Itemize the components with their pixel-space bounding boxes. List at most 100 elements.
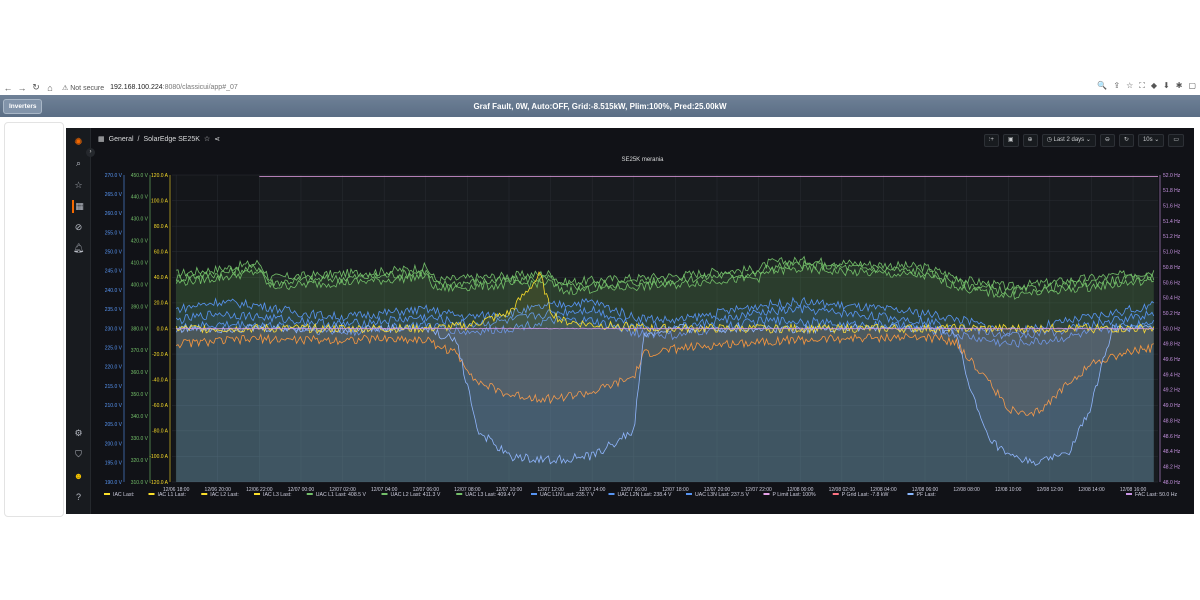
settings-gear-icon[interactable]: ⊕: [1022, 134, 1038, 147]
series-line-p-grid: [176, 332, 1154, 417]
x-tick-label: 12/08 10:00: [995, 487, 1022, 493]
dashboards-icon[interactable]: ▦: [72, 200, 85, 213]
star-icon[interactable]: ☆: [203, 136, 211, 143]
y-tick-label: 80.0 A: [154, 224, 169, 230]
y-tick-label: 230.0 V: [105, 326, 123, 332]
inverters-button[interactable]: Inverters: [3, 98, 43, 114]
extension-icon[interactable]: ◆: [1150, 81, 1158, 90]
x-tick-label: 12/07 20:00: [704, 487, 731, 493]
x-tick-label: 12/06 22:00: [246, 487, 273, 493]
legend-item: IAC L2 Last:: [210, 492, 239, 498]
legend-swatch: [531, 493, 537, 495]
x-tick-label: 12/08 06:00: [912, 487, 939, 493]
y-tick-label: 0.0 A: [157, 326, 169, 332]
translate-icon[interactable]: ⛶: [1139, 81, 1145, 90]
refresh-icon[interactable]: ↻: [1118, 134, 1134, 147]
x-tick-label: 12/08 00:00: [787, 487, 814, 493]
back-icon[interactable]: ←: [3, 82, 13, 93]
alerting-bell-icon[interactable]: 🔔︎: [72, 243, 85, 253]
grafana-logo-icon[interactable]: ✺: [74, 137, 83, 148]
y-tick-label: 49.8 Hz: [1163, 342, 1181, 348]
y-tick-label: 48.6 Hz: [1163, 434, 1181, 440]
x-tick-label: 12/08 04:00: [870, 487, 897, 493]
puzzle-icon[interactable]: ✱: [1175, 81, 1183, 90]
home-icon[interactable]: ⌂: [47, 82, 53, 93]
x-tick-label: 12/07 16:00: [621, 487, 648, 493]
save-icon[interactable]: ▣: [1002, 134, 1019, 147]
gear-icon[interactable]: ⚙: [74, 428, 83, 438]
dashboard-toolbar: ⫶+ ▣ ⊕ ◷ Last 2 days ⌄ ⊖ ↻ 10s ⌄ ▭: [983, 134, 1184, 147]
x-tick-label: 12/07 18:00: [662, 487, 689, 493]
y-tick-label: -120.0 A: [149, 480, 168, 486]
y-tick-label: 50.0 Hz: [1163, 326, 1181, 332]
legend-swatch: [763, 493, 770, 495]
dashboard-title[interactable]: SolarEdge SE25K: [143, 135, 200, 143]
window-icon[interactable]: ▢: [1188, 81, 1196, 90]
breadcrumb-root[interactable]: General: [108, 135, 134, 143]
y-tick-label: 450.0 V: [131, 173, 149, 179]
reload-icon[interactable]: ↻: [32, 82, 40, 92]
x-tick-label: 12/07 02:00: [329, 487, 356, 493]
explore-icon[interactable]: ⊘: [74, 222, 83, 232]
y-tick-label: -80.0 A: [152, 429, 169, 435]
legend-swatch: [456, 493, 463, 495]
left-white-panel: [4, 122, 64, 517]
y-tick-label: 48.2 Hz: [1163, 464, 1181, 470]
bookmark-star-icon[interactable]: ☆: [1126, 81, 1134, 90]
download-icon[interactable]: ⬇: [1163, 81, 1170, 90]
legend-swatch: [104, 493, 110, 495]
series-line-uac-l2n: [175, 304, 1155, 340]
x-tick-label: 12/07 06:00: [413, 487, 440, 493]
help-icon[interactable]: ?: [75, 492, 81, 502]
y-tick-label: 235.0 V: [105, 307, 123, 313]
y-tick-label: 49.2 Hz: [1163, 388, 1181, 394]
legend-item: IAC Last:: [113, 492, 134, 498]
y-tick-label: 51.8 Hz: [1163, 188, 1181, 194]
add-panel-icon[interactable]: ⫶+: [983, 134, 999, 147]
y-tick-label: 120.0 A: [151, 173, 169, 179]
series-area-p-grid: [176, 328, 1154, 416]
y-tick-label: 50.2 Hz: [1163, 311, 1181, 317]
series-area-uac-l2n: [176, 305, 1154, 482]
refresh-interval[interactable]: 10s ⌄: [1137, 134, 1165, 147]
starred-icon[interactable]: ☆: [74, 180, 83, 190]
dashboards-grid-icon: ▦: [98, 136, 105, 143]
zoom-icon[interactable]: 🔍: [1097, 81, 1108, 90]
shield-icon[interactable]: ⛉: [75, 449, 82, 459]
legend-swatch: [306, 493, 313, 495]
time-picker[interactable]: ◷ Last 2 days ⌄: [1041, 134, 1096, 147]
refresh-interval-label: 10s: [1142, 137, 1153, 143]
x-tick-label: 12/07 08:00: [454, 487, 481, 493]
zoom-out-icon[interactable]: ⊖: [1099, 134, 1115, 147]
forward-icon[interactable]: →: [17, 82, 27, 93]
y-tick-label: 270.0 V: [105, 173, 123, 179]
timeseries-chart[interactable]: 270.0 V 265.0 V 260.0 V 255.0 V 250.0 V 245.0…: [66, 128, 1194, 514]
share-icon[interactable]: ⇪: [1113, 81, 1121, 90]
browser-actions: 🔍 ⇪ ☆ ⛶ ◆ ⬇ ✱ ▢: [1097, 81, 1196, 91]
panel-title: SE25K merania: [621, 157, 664, 163]
x-tick-label: 12/07 22:00: [745, 487, 772, 493]
url-host: 192.168.100.224: [110, 84, 163, 91]
y-tick-label: 50.6 Hz: [1163, 280, 1181, 286]
y-tick-label: 265.0 V: [105, 192, 123, 198]
y-tick-label: 200.0 V: [105, 441, 123, 447]
x-tick-label: 12/07 00:00: [288, 487, 315, 493]
y-tick-label: 440.0 V: [131, 195, 149, 201]
security-warning[interactable]: ⚠ Not secure: [62, 84, 105, 92]
y-tick-label: 320.0 V: [131, 458, 149, 464]
breadcrumb: ▦ General / SolarEdge SE25K ☆ ⋖: [98, 135, 221, 144]
x-tick-label: 12/08 14:00: [1078, 487, 1105, 493]
legend-item: UAC L1N Last: 235.7 V: [540, 492, 594, 498]
y-tick-label: 49.6 Hz: [1163, 357, 1181, 363]
share-icon[interactable]: ⋖: [214, 136, 221, 143]
y-tick-label: 220.0 V: [105, 365, 123, 371]
avatar[interactable]: ☻: [73, 471, 84, 481]
app-header: Graf Fault, 0W, Auto:OFF, Grid:-8.515kW,…: [0, 95, 1200, 117]
expand-sidebar-icon[interactable]: ›: [86, 148, 95, 157]
tv-mode-icon[interactable]: ▭: [1168, 134, 1184, 147]
search-icon[interactable]: ⌕: [75, 158, 82, 168]
y-tick-label: 360.0 V: [131, 370, 149, 376]
y-tick-label: -60.0 A: [152, 403, 169, 409]
y-tick-label: 420.0 V: [131, 239, 149, 245]
address-bar[interactable]: 192.168.100.224:8080/classicui/app#_07: [110, 84, 238, 91]
